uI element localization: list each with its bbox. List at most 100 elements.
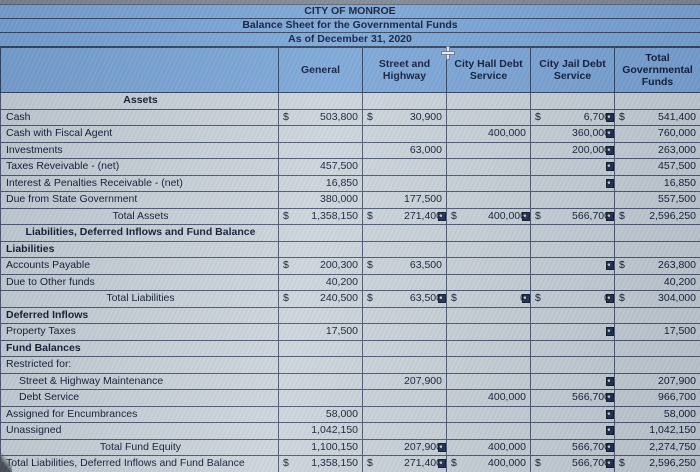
cell[interactable] xyxy=(614,92,700,110)
cell[interactable] xyxy=(614,240,700,258)
cell[interactable] xyxy=(278,224,363,242)
cell[interactable]: $6,700 xyxy=(530,108,615,126)
row-label[interactable]: Due to Other funds xyxy=(0,273,279,291)
cell[interactable]: 207,900 xyxy=(614,372,700,390)
cell[interactable]: $240,500 xyxy=(278,290,363,308)
cell[interactable]: 40,200 xyxy=(614,273,700,291)
cell[interactable] xyxy=(530,191,615,209)
cell[interactable] xyxy=(530,240,615,258)
cell[interactable]: $30,900 xyxy=(362,108,447,126)
col-header-general[interactable]: General xyxy=(278,47,363,93)
row-label[interactable]: Restricted for: xyxy=(0,356,279,374)
cell[interactable]: 1,042,150 xyxy=(278,422,363,440)
row-label[interactable]: Total Assets xyxy=(0,207,279,225)
cell[interactable] xyxy=(530,356,615,374)
cell[interactable]: 16,850 xyxy=(614,174,700,192)
cell[interactable] xyxy=(446,240,531,258)
row-label[interactable]: Due from State Government xyxy=(0,191,279,209)
cell[interactable]: 557,500 xyxy=(614,191,700,209)
cell[interactable] xyxy=(362,356,447,374)
row-label[interactable]: Debt Service xyxy=(0,389,279,407)
cell[interactable] xyxy=(446,108,531,126)
cell[interactable]: 1,042,150 xyxy=(614,422,700,440)
cell[interactable]: $0 xyxy=(446,290,531,308)
cell[interactable] xyxy=(278,240,363,258)
cell[interactable]: 207,900 xyxy=(362,438,447,456)
row-label[interactable]: Interest & Penalties Receivable - (net) xyxy=(0,174,279,192)
cell[interactable] xyxy=(362,174,447,192)
row-label[interactable]: Cash with Fiscal Agent xyxy=(0,125,279,143)
cell[interactable] xyxy=(446,224,531,242)
col-header-total-governmental[interactable]: Total Governmental Funds xyxy=(614,47,700,93)
row-label[interactable]: Cash xyxy=(0,108,279,126)
cell[interactable]: 400,000 xyxy=(446,438,531,456)
cell[interactable]: $304,000 xyxy=(614,290,700,308)
cell[interactable] xyxy=(446,339,531,357)
cell[interactable]: 400,000 xyxy=(446,125,531,143)
cell[interactable] xyxy=(278,306,363,324)
cell[interactable] xyxy=(446,174,531,192)
cell[interactable] xyxy=(362,405,447,423)
cell[interactable] xyxy=(446,306,531,324)
cell[interactable]: $1,358,150 xyxy=(278,455,363,472)
row-label[interactable]: Investments xyxy=(0,141,279,159)
cell[interactable] xyxy=(362,422,447,440)
cell[interactable] xyxy=(530,158,615,176)
cell[interactable]: $271,400 xyxy=(362,207,447,225)
cell[interactable]: 17,500 xyxy=(614,323,700,341)
row-label[interactable]: Fund Balances xyxy=(0,339,279,357)
cell[interactable] xyxy=(530,92,615,110)
row-label[interactable]: Liabilities, Deferred Inflows and Fund B… xyxy=(0,224,279,242)
cell[interactable]: 63,000 xyxy=(362,141,447,159)
row-label[interactable]: Liabilities xyxy=(0,240,279,258)
cell[interactable]: 566,700 xyxy=(530,438,615,456)
cell[interactable] xyxy=(446,191,531,209)
row-label[interactable]: Total Liabilities xyxy=(0,290,279,308)
cell[interactable] xyxy=(362,224,447,242)
cell[interactable]: $503,800 xyxy=(278,108,363,126)
cell[interactable]: $400,000 xyxy=(446,455,531,472)
row-label[interactable]: Assets xyxy=(0,92,279,110)
cell[interactable]: $200,300 xyxy=(278,257,363,275)
cell[interactable]: $63,500 xyxy=(362,257,447,275)
cell[interactable] xyxy=(278,92,363,110)
row-label[interactable]: Unassigned xyxy=(0,422,279,440)
cell[interactable] xyxy=(362,158,447,176)
cell[interactable]: $566,700 xyxy=(530,455,615,472)
cell[interactable] xyxy=(530,405,615,423)
cell[interactable]: $63,500 xyxy=(362,290,447,308)
cell[interactable]: 457,500 xyxy=(614,158,700,176)
cell[interactable] xyxy=(530,422,615,440)
cell[interactable]: 58,000 xyxy=(278,405,363,423)
cell[interactable]: $566,700 xyxy=(530,207,615,225)
cell[interactable]: 177,500 xyxy=(362,191,447,209)
row-label[interactable]: Total Liabilities, Deferred Inflows and … xyxy=(0,455,279,472)
row-label[interactable]: Property Taxes xyxy=(0,323,279,341)
cell[interactable] xyxy=(530,224,615,242)
cell[interactable]: 760,000 xyxy=(614,125,700,143)
cell[interactable] xyxy=(446,273,531,291)
cell[interactable]: $2,596,250 xyxy=(614,455,700,472)
cell[interactable] xyxy=(362,339,447,357)
cell[interactable]: 263,000 xyxy=(614,141,700,159)
cell[interactable]: $0 xyxy=(530,290,615,308)
cell[interactable] xyxy=(446,356,531,374)
cell[interactable]: 1,100,150 xyxy=(278,438,363,456)
cell[interactable] xyxy=(278,356,363,374)
row-label[interactable]: Accounts Payable xyxy=(0,257,279,275)
cell[interactable] xyxy=(530,257,615,275)
cell[interactable] xyxy=(446,158,531,176)
cell[interactable] xyxy=(362,389,447,407)
cell[interactable] xyxy=(614,306,700,324)
cell[interactable]: 566,700 xyxy=(530,389,615,407)
cell[interactable] xyxy=(530,273,615,291)
col-header-city-jail-debt[interactable]: City Jail Debt Service xyxy=(530,47,615,93)
cell[interactable] xyxy=(278,339,363,357)
cell[interactable] xyxy=(614,224,700,242)
cell[interactable]: 966,700 xyxy=(614,389,700,407)
cell[interactable]: 360,000 xyxy=(530,125,615,143)
cell[interactable]: 457,500 xyxy=(278,158,363,176)
cell[interactable] xyxy=(614,339,700,357)
cell[interactable] xyxy=(362,323,447,341)
row-label[interactable]: Taxes Reveivable - (net) xyxy=(0,158,279,176)
